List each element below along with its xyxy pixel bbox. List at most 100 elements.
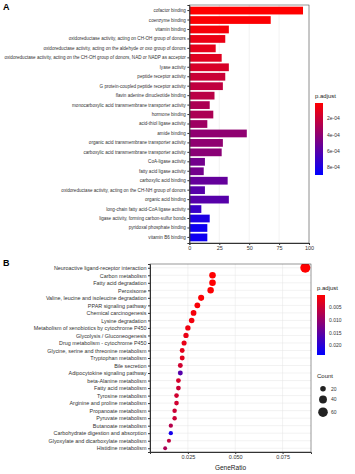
tick: peptide receptor activity	[137, 74, 189, 79]
tick-label: carboxylic acid transmembrane transporte…	[83, 150, 186, 155]
point	[169, 431, 173, 435]
tick-label: 0	[188, 245, 191, 251]
tick-label: 0.025	[181, 454, 195, 460]
bars	[189, 7, 303, 242]
bar	[189, 82, 222, 90]
tick: Metabolism of xenobiotics by cytochrome …	[34, 325, 150, 331]
bar	[189, 54, 221, 62]
tick-label: Bile secretion	[114, 363, 146, 369]
point	[209, 272, 216, 279]
grid-line	[150, 312, 311, 313]
tick-label: Propanoate metabolism	[90, 408, 147, 414]
tick-mark	[187, 86, 189, 87]
tick: 75	[277, 243, 283, 251]
tick: Histidine metabolism	[97, 445, 150, 451]
tick-label: Histidine metabolism	[97, 445, 147, 451]
grid-line	[150, 275, 311, 276]
tick-mark	[148, 305, 150, 306]
tick: 25	[217, 243, 223, 251]
tick: hormone binding	[152, 112, 190, 117]
point	[198, 295, 204, 301]
point	[194, 302, 200, 308]
tick-mark	[187, 29, 189, 30]
axis-line	[324, 104, 326, 176]
tick: 6e-04	[323, 148, 340, 154]
point	[178, 371, 183, 376]
tick: 50	[247, 243, 253, 251]
tick: Carbohydrate digestion and absorption	[54, 430, 150, 436]
tick: 0	[188, 243, 191, 251]
tick-mark	[325, 307, 327, 308]
tick-label: flavin adenine dinucleotide binding	[116, 93, 187, 98]
tick-label: Valine, leucine and isoleucine degradati…	[46, 295, 147, 301]
legend-label: 20	[331, 386, 337, 392]
bar	[189, 26, 228, 34]
bar	[189, 139, 222, 147]
point	[169, 424, 173, 428]
point	[182, 340, 187, 345]
tick-label: Drug metabolism - cytochrome P450	[59, 340, 146, 346]
tick: 4e-04	[323, 132, 340, 138]
grid-line	[150, 373, 311, 374]
tick-label: ligase activity, forming carbon-sulfur b…	[99, 216, 186, 221]
tick-label: 8e-04	[327, 164, 340, 170]
tick-label: 0.075	[276, 454, 290, 460]
tick: Tyrosine metabolism	[97, 393, 150, 399]
tick: 0.010	[325, 317, 342, 323]
tick-mark	[323, 151, 325, 152]
tick-label: Lysine degradation	[101, 318, 146, 324]
tick-label: Tyrosine metabolism	[97, 393, 147, 399]
bar	[189, 224, 207, 232]
tick-label: Chemical carcinogenesis	[87, 310, 147, 316]
grid-line	[150, 380, 311, 381]
tick-label: 6e-04	[327, 148, 340, 154]
tick: Peroxisome	[118, 288, 150, 294]
tick-mark	[187, 133, 189, 134]
tick-mark	[148, 328, 150, 329]
tick-mark	[148, 313, 150, 314]
bar	[189, 177, 227, 185]
points	[163, 264, 310, 450]
tick-mark	[323, 135, 325, 136]
point	[189, 318, 195, 324]
tick: PPAR signaling pathway	[88, 303, 150, 309]
tick: Bile secretion	[114, 363, 150, 369]
tick: lyase activity	[160, 65, 190, 70]
bar	[189, 35, 225, 43]
tick-label: beta-Alanine metabolism	[87, 378, 147, 384]
tick: cofactor binding	[153, 8, 189, 13]
background	[0, 0, 355, 474]
tick-label: 0.015	[329, 330, 342, 336]
y-axis: cofactor bindingcoenzyme bindingvitamin …	[5, 6, 190, 244]
tick: Chemical carcinogenesis	[87, 310, 150, 316]
tick-mark	[187, 218, 189, 219]
tick-mark	[187, 48, 189, 49]
grid	[150, 264, 311, 452]
tick-mark	[148, 448, 150, 449]
tick-label: vitamin binding	[155, 27, 186, 32]
tick-mark	[323, 118, 325, 119]
color-bar	[317, 295, 325, 355]
tick: 0.015	[325, 330, 342, 336]
tick: amide binding	[157, 131, 189, 136]
bar	[189, 186, 205, 194]
tick-mark	[187, 105, 189, 106]
tick-mark	[148, 426, 150, 427]
tick-label: Metabolism of xenobiotics by cytochrome …	[34, 325, 147, 331]
tick-label: G protein-coupled peptide receptor activ…	[100, 84, 187, 89]
tick-label: 0.050	[229, 454, 243, 460]
tick-label: Butanoate metabolism	[93, 423, 147, 429]
grid-line	[150, 395, 311, 396]
grid-line	[279, 5, 280, 243]
grid-line	[150, 365, 311, 366]
tick: oxidoreductase activity, acting on the C…	[61, 188, 189, 193]
tick-mark	[187, 161, 189, 162]
tick-mark	[148, 283, 150, 284]
tick-mark	[187, 95, 189, 96]
tick-label: Fatty acid degradation	[93, 280, 146, 286]
tick: Arginine and proline metabolism	[69, 400, 150, 406]
panel-label: B	[3, 258, 10, 268]
bar	[189, 63, 228, 71]
tick-label: Peroxisome	[118, 288, 146, 294]
grid-line	[150, 403, 311, 404]
